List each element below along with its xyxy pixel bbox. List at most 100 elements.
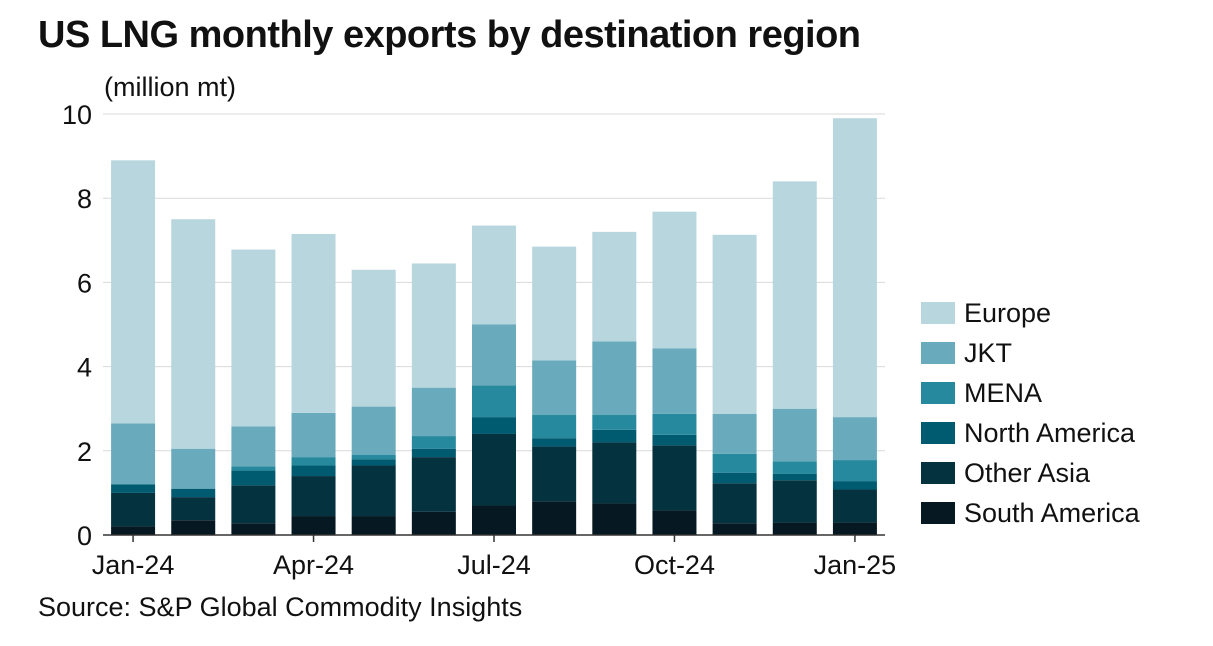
bar-europe <box>592 231 637 342</box>
bar-south-america <box>592 503 637 535</box>
bar-europe <box>772 181 817 409</box>
bar-europe <box>652 211 697 349</box>
bar-other-asia <box>411 457 456 512</box>
legend-item: South America <box>921 498 1140 528</box>
bar-north-america <box>592 429 637 443</box>
bar-north-america <box>291 465 336 477</box>
bar-north-america <box>832 481 877 490</box>
bar-north-america <box>411 448 456 458</box>
legend-label: South America <box>964 497 1140 528</box>
bar-south-america <box>652 510 697 535</box>
bar-jkt <box>411 387 456 437</box>
bar-stack <box>592 231 637 535</box>
bar-north-america <box>772 473 817 481</box>
x-tick-label: Apr-24 <box>273 550 354 580</box>
bar-jkt <box>291 412 336 458</box>
bar-europe <box>472 225 516 325</box>
bar-south-america <box>171 520 216 535</box>
bar-mena <box>231 466 276 471</box>
legend-item: MENA <box>921 378 1042 408</box>
bar-stack <box>351 269 396 535</box>
bar-mena <box>712 453 757 473</box>
bar-south-america <box>231 523 276 535</box>
bar-stack <box>231 249 276 535</box>
bar-europe <box>111 160 156 424</box>
bar-other-asia <box>351 465 396 517</box>
bar-north-america <box>472 417 516 434</box>
bar-mena <box>411 436 456 449</box>
bar-jkt <box>772 408 817 462</box>
bar-jkt <box>472 324 516 386</box>
bar-other-asia <box>832 489 877 523</box>
source-note: Source: S&P Global Commodity Insights <box>38 592 523 622</box>
bar-stack <box>772 181 817 535</box>
bar-south-america <box>411 511 456 535</box>
bar-other-asia <box>652 445 697 511</box>
bar-other-asia <box>472 433 516 506</box>
bar-jkt <box>231 426 276 467</box>
bar-other-asia <box>291 476 336 517</box>
bar-jkt <box>592 341 637 416</box>
bar-europe <box>832 118 877 418</box>
bar-north-america <box>231 470 276 486</box>
bar-south-america <box>351 516 396 535</box>
bar-north-america <box>532 438 577 447</box>
legend-swatch <box>921 422 955 444</box>
x-tick-label: Jul-24 <box>457 550 531 580</box>
bar-other-asia <box>231 485 276 524</box>
unit-label: (million mt) <box>104 72 236 102</box>
bar-jkt <box>171 448 216 489</box>
bar-europe <box>532 246 577 361</box>
bar-mena <box>532 415 577 439</box>
x-tick-label: Jan-25 <box>814 550 897 580</box>
bar-europe <box>351 269 396 407</box>
bar-jkt <box>712 413 757 454</box>
bar-mena <box>291 457 336 466</box>
bar-jkt <box>111 423 156 485</box>
bar-mena <box>592 415 637 430</box>
bar-south-america <box>712 523 757 535</box>
bar-north-america <box>652 434 697 446</box>
legend-item: Europe <box>921 298 1051 328</box>
bar-stack <box>171 219 216 535</box>
legend-label: North America <box>964 417 1136 448</box>
bar-south-america <box>111 526 156 535</box>
bar-stack <box>652 211 697 535</box>
bar-mena <box>472 385 516 418</box>
bar-other-asia <box>171 497 216 521</box>
bar-other-asia <box>772 480 817 523</box>
bar-mena <box>772 461 817 474</box>
bar-south-america <box>472 505 516 535</box>
bar-other-asia <box>592 442 637 504</box>
bar-europe <box>712 234 757 414</box>
legend-swatch <box>921 462 955 484</box>
bar-stacks <box>111 118 877 535</box>
legend-label: Other Asia <box>964 457 1091 488</box>
legend-label: MENA <box>964 377 1043 408</box>
bar-other-asia <box>712 483 757 524</box>
y-tick-label: 0 <box>77 521 92 551</box>
bar-jkt <box>832 417 877 461</box>
bar-stack <box>832 118 877 535</box>
legend-swatch <box>921 302 955 324</box>
y-tick-label: 4 <box>77 353 92 383</box>
bar-south-america <box>532 501 577 535</box>
bar-stack <box>712 234 757 535</box>
legend-item: North America <box>921 418 1135 448</box>
bar-jkt <box>532 360 577 416</box>
bar-north-america <box>111 484 156 493</box>
bar-north-america <box>351 459 396 466</box>
bar-europe <box>411 263 456 388</box>
bar-other-asia <box>532 446 577 502</box>
legend-swatch <box>921 382 955 404</box>
bar-stack <box>291 233 336 535</box>
x-tick-label: Oct-24 <box>634 550 715 580</box>
legend-swatch <box>921 342 955 364</box>
bar-europe <box>291 233 336 413</box>
chart-title: US LNG monthly exports by destination re… <box>38 14 861 56</box>
legend-label: Europe <box>964 297 1052 328</box>
bar-south-america <box>291 516 336 535</box>
bar-europe <box>171 219 216 449</box>
bar-europe <box>231 249 276 427</box>
axes: 0 2 4 6 8 10 Jan-24 Apr-24 Jul-24 Oct-24 Jan-25 <box>62 100 896 580</box>
